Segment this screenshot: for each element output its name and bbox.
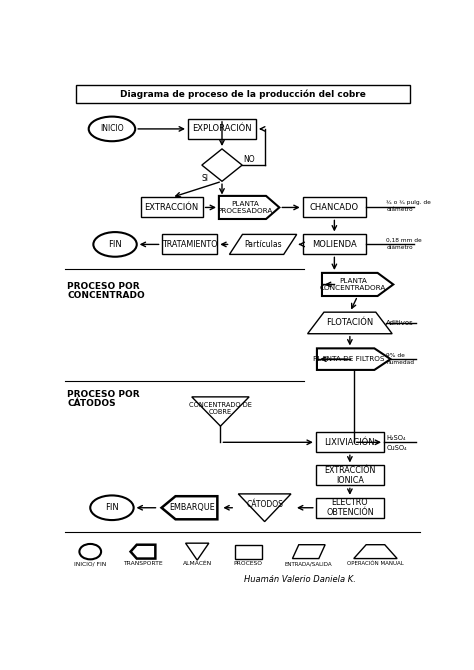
Text: EMBARQUE: EMBARQUE [169, 503, 215, 513]
Text: CONCENTRADO DE
COBRE: CONCENTRADO DE COBRE [189, 402, 252, 415]
Ellipse shape [93, 232, 137, 257]
Text: Partículas: Partículas [244, 240, 282, 249]
FancyBboxPatch shape [316, 466, 384, 486]
Text: 9% de: 9% de [386, 353, 405, 358]
Ellipse shape [89, 117, 135, 141]
FancyBboxPatch shape [162, 234, 218, 255]
Text: OPERACIÓN MANUAL: OPERACIÓN MANUAL [347, 561, 404, 566]
Text: FIN: FIN [108, 240, 122, 249]
FancyBboxPatch shape [302, 198, 366, 218]
Text: TRATAMIENTO: TRATAMIENTO [162, 240, 217, 249]
Text: INICIO/ FIN: INICIO/ FIN [74, 561, 106, 566]
FancyBboxPatch shape [76, 85, 410, 103]
Text: TRANSPORTE: TRANSPORTE [123, 561, 163, 566]
FancyBboxPatch shape [302, 234, 366, 255]
Text: diámetro: diámetro [386, 245, 413, 250]
Text: ELECTRO
OBTENCIÓN: ELECTRO OBTENCIÓN [326, 498, 374, 517]
Text: CHANCADO: CHANCADO [310, 203, 359, 212]
Text: SI: SI [202, 174, 209, 184]
Polygon shape [317, 348, 391, 370]
Text: humedad: humedad [386, 360, 414, 366]
Text: Huamán Valerio Daniela K.: Huamán Valerio Daniela K. [244, 575, 356, 584]
Text: EXTRACCIÓN
IONICA: EXTRACCIÓN IONICA [324, 466, 375, 485]
Text: ENTRADA/SALIDA: ENTRADA/SALIDA [285, 561, 333, 566]
Text: CuSO₄: CuSO₄ [386, 445, 407, 451]
Ellipse shape [90, 495, 134, 520]
Text: FLOTACIÓN: FLOTACIÓN [326, 318, 374, 328]
FancyBboxPatch shape [141, 198, 202, 218]
FancyBboxPatch shape [188, 119, 256, 139]
Text: PROCESO: PROCESO [234, 561, 263, 566]
Text: PLANTA
PROCESADORA: PLANTA PROCESADORA [218, 201, 273, 214]
Text: EXTRACCIÓN: EXTRACCIÓN [145, 203, 199, 212]
Text: CÁTODOS: CÁTODOS [67, 399, 116, 408]
Polygon shape [202, 149, 242, 182]
Text: Diagrama de proceso de la producción del cobre: Diagrama de proceso de la producción del… [120, 90, 366, 99]
Polygon shape [308, 312, 392, 334]
Polygon shape [292, 545, 325, 559]
Polygon shape [192, 397, 249, 426]
Text: NO: NO [244, 155, 255, 164]
Text: PROCESO POR: PROCESO POR [67, 390, 140, 399]
Text: EXPLORACIÓN: EXPLORACIÓN [192, 125, 252, 133]
FancyBboxPatch shape [316, 498, 384, 518]
Text: MOLIENDA: MOLIENDA [312, 240, 357, 249]
Polygon shape [229, 234, 297, 255]
Text: Aditivos: Aditivos [386, 320, 414, 326]
Polygon shape [354, 545, 397, 559]
Text: H₂SO₄: H₂SO₄ [386, 436, 406, 442]
Text: diámetro: diámetro [386, 207, 413, 212]
Polygon shape [238, 494, 291, 522]
Polygon shape [186, 543, 209, 560]
Text: PROCESO POR: PROCESO POR [67, 282, 140, 291]
FancyBboxPatch shape [235, 545, 262, 559]
Polygon shape [162, 496, 218, 519]
Text: FIN: FIN [105, 503, 119, 513]
Ellipse shape [80, 544, 101, 559]
Text: PLANTA DE FILTROS: PLANTA DE FILTROS [313, 356, 384, 362]
Text: PLANTA
CONCENTRADORA: PLANTA CONCENTRADORA [320, 278, 386, 291]
FancyBboxPatch shape [316, 432, 384, 452]
Text: ¾ o ¾ pulg. de: ¾ o ¾ pulg. de [386, 200, 431, 204]
Text: LIXIVIACIÓN: LIXIVIACIÓN [325, 438, 375, 447]
Text: CONCENTRADO: CONCENTRADO [67, 291, 145, 301]
Polygon shape [130, 545, 155, 559]
Polygon shape [219, 196, 279, 219]
Text: 0,18 mm de: 0,18 mm de [386, 237, 422, 243]
Text: INICIO: INICIO [100, 125, 124, 133]
Text: ALMACÉN: ALMACÉN [182, 561, 212, 567]
Text: CÁTODOS: CÁTODOS [246, 500, 283, 509]
Polygon shape [322, 273, 393, 296]
